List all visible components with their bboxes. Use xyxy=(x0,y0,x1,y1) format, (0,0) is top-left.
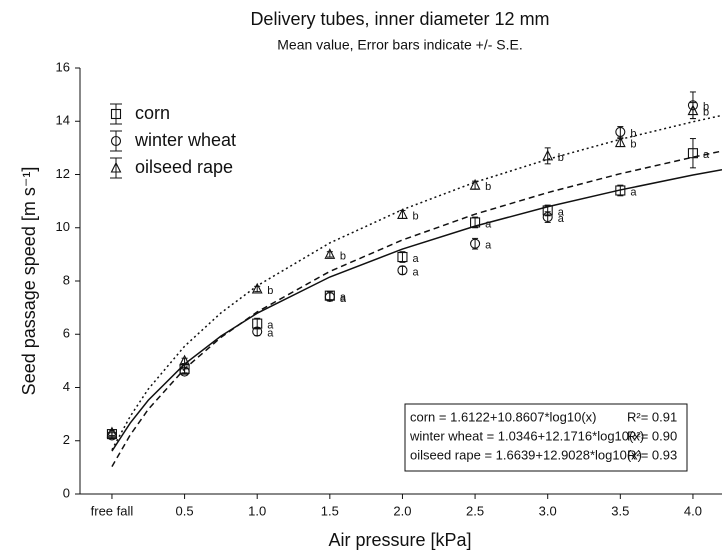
data-point xyxy=(542,212,553,223)
x-tick-label: 2.5 xyxy=(466,503,484,518)
group-letter: b xyxy=(630,138,636,150)
data-point xyxy=(179,354,190,366)
equation: winter wheat = 1.0346+12.1716*log10(x) xyxy=(409,428,644,443)
data-point xyxy=(397,265,408,276)
y-tick-label: 6 xyxy=(63,326,70,341)
group-letter: a xyxy=(558,206,565,218)
fit-curve xyxy=(111,114,722,451)
group-letter: b xyxy=(485,181,491,193)
group-letter: b xyxy=(267,285,273,297)
group-letter: b xyxy=(340,250,346,262)
y-tick-label: 10 xyxy=(56,219,70,234)
x-tick-label: 1.5 xyxy=(321,503,339,518)
x-tick-label: 1.0 xyxy=(248,503,266,518)
group-letter: b xyxy=(412,210,418,222)
data-point xyxy=(324,248,336,259)
data-point xyxy=(324,291,335,303)
legend-label: winter wheat xyxy=(134,130,236,150)
data-point xyxy=(470,238,481,249)
data-point xyxy=(252,326,263,337)
legend-label: corn xyxy=(135,103,170,123)
legend-marker xyxy=(110,108,122,120)
legend-marker xyxy=(110,135,122,147)
group-letter: a xyxy=(340,293,347,305)
data-point xyxy=(397,208,408,219)
x-tick-label: 4.0 xyxy=(684,503,702,518)
equation: oilseed rape = 1.6639+12.9028*log10(x) xyxy=(410,447,642,462)
r-squared: R²= 0.90 xyxy=(627,428,677,443)
r-squared: R²= 0.93 xyxy=(627,447,677,462)
data-point xyxy=(687,148,699,159)
y-tick-label: 8 xyxy=(63,272,70,287)
x-tick-label: 0.5 xyxy=(176,503,194,518)
equation: corn = 1.6122+10.8607*log10(x) xyxy=(410,409,596,424)
x-tick-label: 2.0 xyxy=(393,503,411,518)
data-point xyxy=(615,185,626,196)
data-point xyxy=(687,104,699,116)
data-point xyxy=(614,136,626,148)
y-tick-label: 0 xyxy=(63,485,70,500)
x-tick-label: 3.5 xyxy=(611,503,629,518)
group-letter: b xyxy=(558,152,564,164)
legend-marker xyxy=(110,161,122,173)
y-tick-label: 14 xyxy=(56,113,70,128)
x-tick-label: 3.0 xyxy=(539,503,557,518)
data-point xyxy=(469,178,481,190)
group-letter: a xyxy=(630,186,637,198)
group-letter: a xyxy=(412,266,419,278)
group-letter: a xyxy=(412,253,419,265)
x-axis-label: Air pressure [kPa] xyxy=(328,530,471,550)
legend-label: oilseed rape xyxy=(135,157,233,177)
group-letter: b xyxy=(703,107,709,119)
group-letter: a xyxy=(267,327,274,339)
y-tick-label: 2 xyxy=(63,432,70,447)
group-letter: b xyxy=(703,101,709,113)
group-letter: b xyxy=(630,128,636,140)
equation-box xyxy=(404,403,688,472)
group-letter: a xyxy=(267,320,274,332)
data-point xyxy=(251,282,263,294)
group-letter: a xyxy=(558,213,565,225)
r-squared: R²= 0.91 xyxy=(627,409,677,424)
group-letter: a xyxy=(340,292,347,304)
data-point xyxy=(470,217,481,228)
data-point xyxy=(179,366,190,377)
y-axis-label: Seed passage speed [m s⁻¹] xyxy=(19,167,39,396)
group-letter: a xyxy=(485,240,492,252)
data-point xyxy=(106,426,118,438)
y-tick-label: 4 xyxy=(63,379,70,394)
group-letter: a xyxy=(485,218,492,230)
chart-title: Delivery tubes, inner diameter 12 mm xyxy=(250,9,549,29)
chart-subtitle: Mean value, Error bars indicate +/- S.E. xyxy=(277,37,523,53)
fit-curve xyxy=(111,150,722,467)
y-tick-label: 16 xyxy=(56,59,70,74)
y-tick-label: 12 xyxy=(56,166,70,181)
data-point xyxy=(397,251,408,263)
data-point xyxy=(542,149,554,161)
x-tick-label: free fall xyxy=(91,503,134,518)
